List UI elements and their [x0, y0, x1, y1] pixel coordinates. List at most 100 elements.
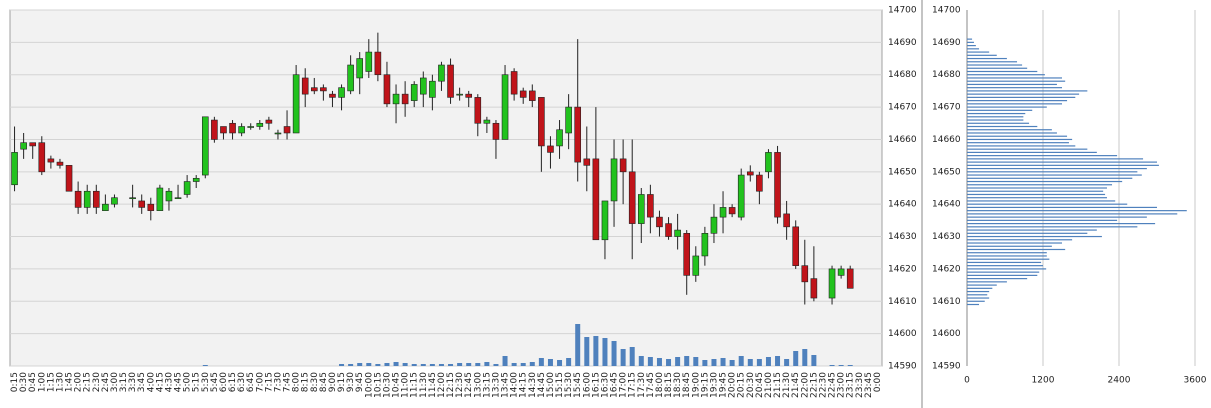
volume-bar — [502, 356, 508, 366]
x-tick-label: 7:45 — [283, 372, 293, 392]
volume-bar — [357, 363, 363, 366]
candle-body — [129, 197, 136, 200]
candle-body — [737, 174, 745, 218]
y-tick-label: 14600 — [932, 329, 961, 339]
profile-bar — [967, 67, 1028, 69]
profile-bar — [967, 167, 1147, 170]
profile-bar — [967, 294, 988, 296]
profile-bar — [967, 200, 1116, 202]
candle-body — [656, 216, 663, 228]
profile-bar — [967, 122, 1030, 124]
x-tick-label: 14:00 — [510, 372, 520, 398]
profile-bar — [967, 109, 1033, 111]
profile-bar — [967, 177, 1133, 179]
candle-body — [783, 213, 790, 228]
candle-body — [320, 87, 327, 92]
candle-body — [492, 122, 500, 140]
candle-body — [183, 181, 191, 195]
x-tick-label: 22:45 — [828, 372, 838, 398]
x-tick-label: 5:15 — [192, 372, 202, 392]
profile-bar — [967, 70, 1038, 73]
y-tick-label: 14590 — [888, 362, 917, 372]
profile-bar — [967, 74, 1045, 76]
volume-bar — [847, 365, 853, 366]
candle-body — [429, 80, 436, 98]
candle-body — [837, 268, 845, 276]
y-tick-label: 14670 — [932, 103, 961, 113]
profile-bar — [967, 119, 1024, 121]
candle-body — [628, 171, 636, 224]
profile-bar — [967, 158, 1144, 160]
x-tick-label: 3:30 — [128, 372, 138, 392]
candle-body — [438, 64, 445, 82]
profile-bar — [967, 187, 1107, 189]
x-tick-label: 23:30 — [855, 372, 865, 398]
volume-bar — [629, 347, 635, 366]
candle-body — [565, 106, 572, 134]
profile-bar — [967, 287, 993, 289]
profile-bar — [967, 274, 1038, 276]
profile-bar — [967, 239, 1073, 241]
volume-bar — [811, 355, 817, 366]
candle-body — [102, 203, 109, 211]
x-tick-label: 10:45 — [392, 372, 402, 398]
candle-body — [474, 97, 482, 124]
volume-bar — [784, 359, 790, 366]
candle-body — [547, 145, 554, 153]
x-tick-label: 22:30 — [818, 372, 828, 398]
candle-body — [556, 129, 563, 147]
candle-body — [92, 190, 100, 208]
candle-body — [674, 229, 681, 237]
candle-body — [247, 126, 255, 128]
y-tick-label: 14680 — [888, 70, 917, 80]
profile-bar — [967, 219, 1118, 221]
profile-bar — [967, 278, 1028, 280]
candle-body — [265, 119, 273, 124]
candle-body — [383, 74, 391, 105]
candle-body — [147, 203, 155, 211]
volume-bar — [557, 360, 563, 366]
profile-bar — [967, 203, 1128, 205]
x-tick-label: 0:45 — [28, 372, 38, 392]
volume-bar — [493, 364, 499, 366]
y-tick-label: 14630 — [888, 232, 917, 242]
profile-bar — [967, 57, 1007, 60]
profile-bar — [967, 54, 997, 56]
profile-bar — [967, 77, 1062, 79]
candle-body — [456, 93, 463, 96]
x-tick-label: 15:15 — [555, 372, 565, 398]
candle-body — [292, 74, 300, 134]
x-tick-label: 17:30 — [637, 372, 647, 398]
profile-bar — [967, 103, 1062, 105]
volume-bar — [375, 364, 381, 366]
profile-bar — [967, 148, 1088, 150]
x-tick-label: 4:00 — [146, 372, 156, 392]
y-tick-label: 14690 — [888, 38, 917, 48]
profile-bar — [967, 38, 973, 40]
x-tick-label: 2:00 — [74, 372, 84, 392]
y-tick-label: 14620 — [888, 264, 917, 274]
x-tick-label: 13:00 — [473, 372, 483, 398]
x-tick-label: 7:00 — [255, 372, 265, 392]
volume-bar — [675, 357, 681, 366]
volume-bar — [656, 358, 662, 366]
candle-body — [56, 161, 64, 166]
candle-body — [211, 119, 218, 140]
x-tick-label: 1200 — [1032, 376, 1055, 386]
x-tick-label: 0:00 — [873, 372, 883, 392]
x-tick-label: 12:00 — [437, 372, 447, 398]
candle-body — [301, 77, 309, 95]
x-tick-label: 14:15 — [519, 372, 529, 398]
profile-bar — [967, 303, 980, 306]
x-tick-label: 8:15 — [301, 372, 311, 392]
candle-body — [138, 200, 146, 208]
candle-body — [665, 223, 672, 237]
volume-bar — [638, 356, 644, 366]
profile-bar — [967, 210, 1187, 212]
x-tick-label: 22:15 — [809, 372, 819, 398]
y-tick-label: 14670 — [888, 103, 917, 113]
volume-bar — [793, 351, 799, 366]
volume-bar — [511, 363, 517, 366]
candle-body — [465, 93, 473, 98]
